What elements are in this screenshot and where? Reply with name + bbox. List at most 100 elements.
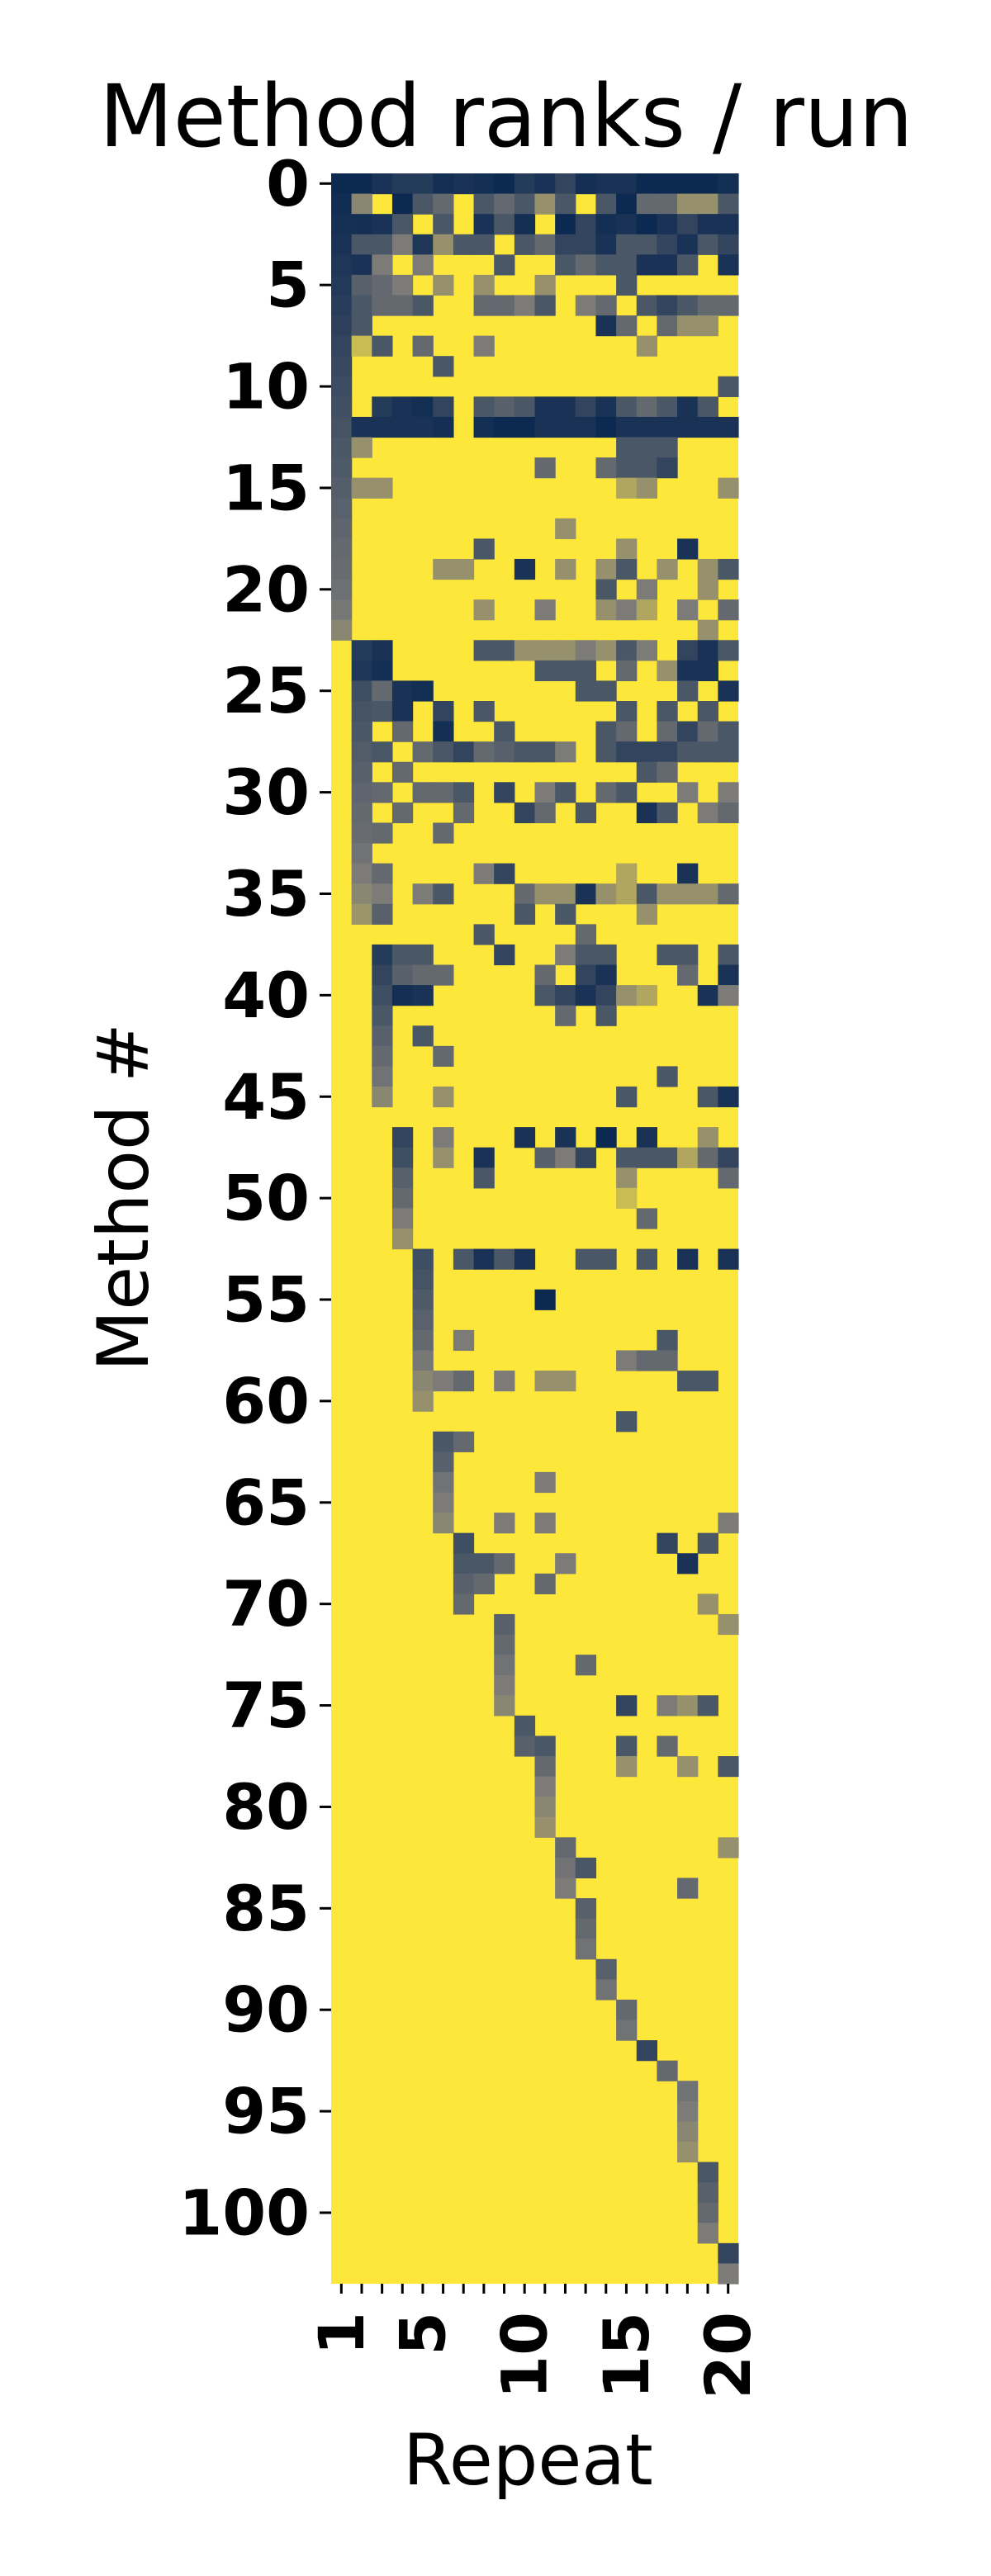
heatmap-cell — [514, 214, 536, 235]
heatmap-cell — [677, 254, 699, 276]
heatmap-cell — [657, 437, 678, 458]
heatmap-cell — [575, 944, 597, 966]
heatmap-cell — [595, 558, 617, 580]
heatmap-cell — [412, 1390, 434, 1412]
heatmap-cell — [534, 1573, 556, 1594]
heatmap-cell — [351, 660, 372, 682]
heatmap-cell — [718, 1248, 739, 1270]
chart-title: Method ranks / run — [99, 66, 913, 167]
heatmap-cell — [657, 416, 678, 438]
heatmap-cell — [616, 274, 638, 296]
heatmap-cell — [616, 1167, 638, 1189]
heatmap-cell — [433, 1045, 454, 1067]
heatmap-cell — [555, 1553, 576, 1574]
heatmap-cell — [514, 903, 536, 925]
heatmap-cell — [514, 396, 536, 418]
heatmap-cell — [372, 1086, 393, 1108]
heatmap-cell — [697, 1695, 718, 1717]
heatmap-cell — [534, 640, 556, 661]
heatmap-cell — [555, 254, 576, 276]
heatmap-cell — [331, 396, 353, 418]
heatmap-cell — [657, 1695, 678, 1717]
heatmap-cell — [494, 863, 515, 884]
heatmap-cell — [595, 782, 617, 803]
heatmap-cell — [555, 1878, 576, 1899]
heatmap-cell — [636, 1350, 657, 1371]
heatmap-cell — [351, 883, 372, 905]
heatmap-cell — [697, 315, 718, 337]
heatmap-cell — [595, 944, 617, 966]
heatmap-cell — [555, 1857, 576, 1879]
heatmap-cell — [514, 1735, 536, 1757]
heatmap-cell — [391, 234, 414, 255]
heatmap-cell — [453, 1573, 475, 1594]
y-tick-label: 45 — [222, 1060, 310, 1134]
y-tick-label: 70 — [222, 1567, 310, 1641]
heatmap-cell — [718, 193, 739, 215]
heatmap-cell — [636, 802, 657, 824]
heatmap-cell — [534, 173, 556, 195]
heatmap-cell — [473, 274, 495, 296]
heatmap-cell — [372, 964, 393, 986]
heatmap-cell — [453, 782, 475, 803]
heatmap-cell — [616, 863, 638, 884]
heatmap-cell — [391, 721, 414, 742]
heatmap-cell — [555, 985, 576, 1006]
heatmap-cell — [718, 802, 739, 824]
heatmap-cell — [453, 1371, 475, 1392]
heatmap-cell — [372, 1005, 393, 1026]
heatmap-cell — [595, 1005, 617, 1026]
heatmap-cell — [412, 234, 434, 255]
y-tick-label: 20 — [222, 552, 310, 626]
heatmap-cell — [391, 761, 414, 783]
heatmap-cell — [534, 1735, 556, 1757]
heatmap-cell — [595, 579, 617, 600]
heatmap-cell — [575, 1655, 597, 1676]
heatmap-cell — [555, 396, 576, 418]
heatmap-cell — [616, 538, 638, 560]
heatmap-cell — [575, 173, 597, 195]
y-tick-label: 55 — [222, 1263, 310, 1337]
heatmap-cell — [494, 944, 515, 966]
heatmap-cell — [433, 193, 454, 215]
heatmap-cell — [514, 234, 536, 255]
y-axis-label: Method # — [83, 1023, 165, 1371]
heatmap-cell — [636, 741, 657, 763]
heatmap-cell — [677, 1553, 699, 1574]
heatmap-cell — [595, 416, 617, 438]
heatmap-cell — [351, 173, 372, 195]
heatmap-cell — [616, 1411, 638, 1432]
heatmap-cell — [494, 214, 515, 235]
y-tick-label: 100 — [178, 2176, 310, 2249]
heatmap-cell — [372, 883, 393, 905]
heatmap-cell — [636, 254, 657, 276]
heatmap-cell — [351, 234, 372, 255]
heatmap-cell — [412, 782, 434, 803]
heatmap-cell — [372, 396, 393, 418]
heatmap-cell — [514, 193, 536, 215]
heatmap-cell — [372, 173, 393, 195]
heatmap-cell — [616, 1735, 638, 1757]
heatmap-cell — [575, 660, 597, 682]
heatmap-cell — [616, 1086, 638, 1108]
heatmap-cell — [697, 1086, 718, 1108]
heatmap-cell — [657, 295, 678, 316]
heatmap-cell — [412, 883, 434, 905]
heatmap-cell — [331, 558, 353, 580]
heatmap-cell — [718, 558, 739, 580]
heatmap-cell — [391, 701, 414, 722]
y-tick-label: 50 — [222, 1162, 310, 1235]
heatmap-cell — [412, 254, 434, 276]
heatmap-cell — [351, 416, 372, 438]
heatmap-cell — [677, 193, 699, 215]
heatmap-cell — [372, 701, 393, 722]
x-axis-label: Repeat — [403, 2419, 653, 2502]
heatmap-cell — [473, 640, 495, 661]
heatmap-cell — [657, 457, 678, 479]
heatmap-cell — [412, 1289, 434, 1310]
heatmap-cell — [351, 335, 372, 357]
heatmap-cell — [391, 985, 414, 1006]
heatmap-cell — [697, 295, 718, 316]
heatmap-cell — [595, 985, 617, 1006]
heatmap-cell — [697, 1371, 718, 1392]
